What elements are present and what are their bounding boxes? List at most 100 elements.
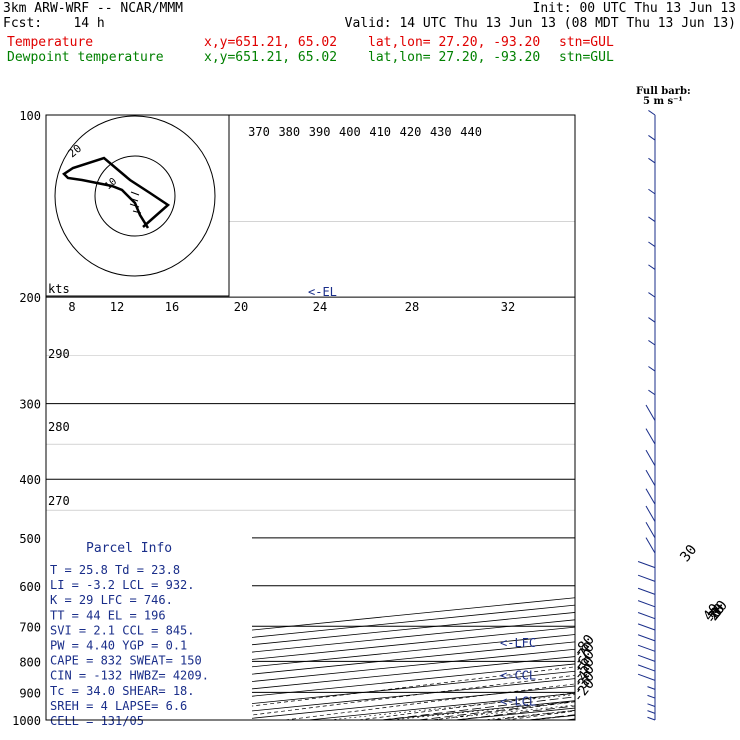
wind-barb <box>648 340 656 346</box>
temperature-line <box>645 115 740 720</box>
wind-barb <box>648 264 656 270</box>
wind-barb <box>637 587 656 595</box>
theta-label-top: 370 <box>248 125 270 139</box>
temperature-legend-stn: stn=GUL <box>559 35 614 50</box>
wind-barb <box>637 664 656 672</box>
moist-adiabat <box>713 128 740 720</box>
hodograph-speed-label: 8 <box>68 300 75 314</box>
moist-adiabat <box>676 128 740 720</box>
hodograph-speed-label: 32 <box>501 300 515 314</box>
wind-barb <box>645 469 656 486</box>
pressure-label-400: 400 <box>19 473 41 487</box>
moist-adiabats <box>381 128 740 720</box>
pressure-label-1000: 1000 <box>12 714 41 728</box>
isotherm-line <box>234 685 575 720</box>
parcel-info-row: LI = -3.2 LCL = 932. <box>50 578 195 592</box>
isotherm-line <box>676 115 740 720</box>
hodograph-speed-label: 28 <box>405 300 419 314</box>
hodograph: 20 10 <box>45 114 230 297</box>
pressure-label-500: 500 <box>19 532 41 546</box>
wind-barb <box>647 716 656 721</box>
wind-barb <box>647 703 656 707</box>
wind-barb <box>637 673 656 681</box>
wind-barb <box>648 110 656 116</box>
dry-adiabat <box>358 692 575 720</box>
hodograph-frame <box>45 114 230 297</box>
isotherm-line <box>381 700 575 720</box>
valid-time: Valid: 14 UTC Thu 13 Jun 13 (08 MDT Thu … <box>344 16 736 31</box>
theta-label-top: 440 <box>460 125 482 139</box>
dry-adiabat <box>579 115 740 720</box>
pressure-label-100: 100 <box>19 109 41 123</box>
dewpoint-legend-stn: stn=GUL <box>559 50 614 65</box>
parcel-info-row: T = 25.8 Td = 23.8 <box>50 563 180 577</box>
wind-barb <box>645 505 656 522</box>
dewpoint-line <box>630 115 740 720</box>
wind-barb <box>637 644 656 652</box>
dry-adiabat <box>505 710 575 720</box>
wind-barb <box>648 216 656 222</box>
moist-adiabat <box>639 128 740 720</box>
isotherm-line <box>455 707 575 720</box>
init-time: Init: 00 UTC Thu 13 Jun 13 <box>532 1 737 16</box>
wind-barb <box>637 574 656 582</box>
barb-legend-title: Full barb: <box>636 86 691 97</box>
isotherm-line <box>308 692 575 720</box>
wind-barb <box>637 561 656 569</box>
theta-label-top: 410 <box>369 125 391 139</box>
parcel-info-row: Tc = 34.0 SHEAR= 18. <box>50 684 195 698</box>
temperature-legend-label: Temperature <box>7 35 94 50</box>
isotherm-line <box>46 612 575 666</box>
hodograph-speed-label: 16 <box>165 300 179 314</box>
pressure-label-800: 800 <box>19 655 41 669</box>
level-marker: <-CCL <box>500 669 536 683</box>
plot-frame <box>45 114 576 721</box>
moist-adiabat <box>381 696 575 720</box>
wind-barb <box>637 634 656 642</box>
wind-barb <box>648 317 656 323</box>
wind-barb <box>648 157 656 164</box>
wind-barb <box>648 241 656 247</box>
isotherm-line <box>602 115 740 720</box>
parcel-info-row: CAPE = 832 SWEAT= 150 <box>50 654 202 668</box>
hodograph-speed-unit: kts <box>48 282 70 296</box>
wind-barb <box>647 686 656 690</box>
theta-label-top: 380 <box>278 125 300 139</box>
parcel-info-box: Parcel Info T = 25.8 Td = 23.8LI = -3.2 … <box>46 537 252 728</box>
forecast-hour: Fcst: 14 h <box>3 16 105 31</box>
wind-barb <box>647 694 656 699</box>
hodograph-speed-label: 12 <box>110 300 124 314</box>
moist-adiabat <box>602 128 740 720</box>
wind-barb <box>645 537 656 554</box>
moist-adiabat <box>565 718 575 720</box>
parcel-info-title: Parcel Info <box>86 541 172 556</box>
dewpoint-legend-latlon: lat,lon= 27.20, -93.20 <box>368 50 541 65</box>
parcel-info-row: PW = 4.40 YGP = 0.1 <box>50 639 187 653</box>
isotherm-line <box>46 604 575 659</box>
parcel-info-row: CELL = 131/05 <box>50 714 144 728</box>
pressure-label-200: 200 <box>19 291 41 305</box>
hodograph-ring-outer <box>54 115 216 277</box>
parcel-info-row: CIN = -132 HWBZ= 4209. <box>50 669 209 683</box>
parcel-info-row: TT = 44 EL = 196 <box>50 608 166 622</box>
wind-barb <box>645 488 656 505</box>
hodograph-ticks <box>128 191 142 214</box>
dry-adiabat <box>138 666 575 720</box>
wind-barb <box>645 449 656 467</box>
temperature-legend-xy: x,y=651.21, 65.02 <box>204 35 338 50</box>
wind-barb <box>648 188 656 195</box>
wind-barb <box>648 135 656 141</box>
wind-barb <box>637 623 656 631</box>
parcel-info-row: SREH = 4 LAPSE= 6.6 <box>50 699 187 713</box>
pressure-label-900: 900 <box>19 686 41 700</box>
pressure-label-600: 600 <box>19 580 41 594</box>
isotherm-line <box>46 597 575 652</box>
theta-label-top: 390 <box>309 125 331 139</box>
theta-label-left: 270 <box>48 494 70 508</box>
hodograph-ring-inner <box>94 155 176 237</box>
dry-adiabat <box>726 115 740 720</box>
isotherm-line <box>528 714 575 720</box>
parcel-info-row: K = 29 LFC = 746. <box>50 593 173 607</box>
dry-adiabats <box>138 115 740 720</box>
